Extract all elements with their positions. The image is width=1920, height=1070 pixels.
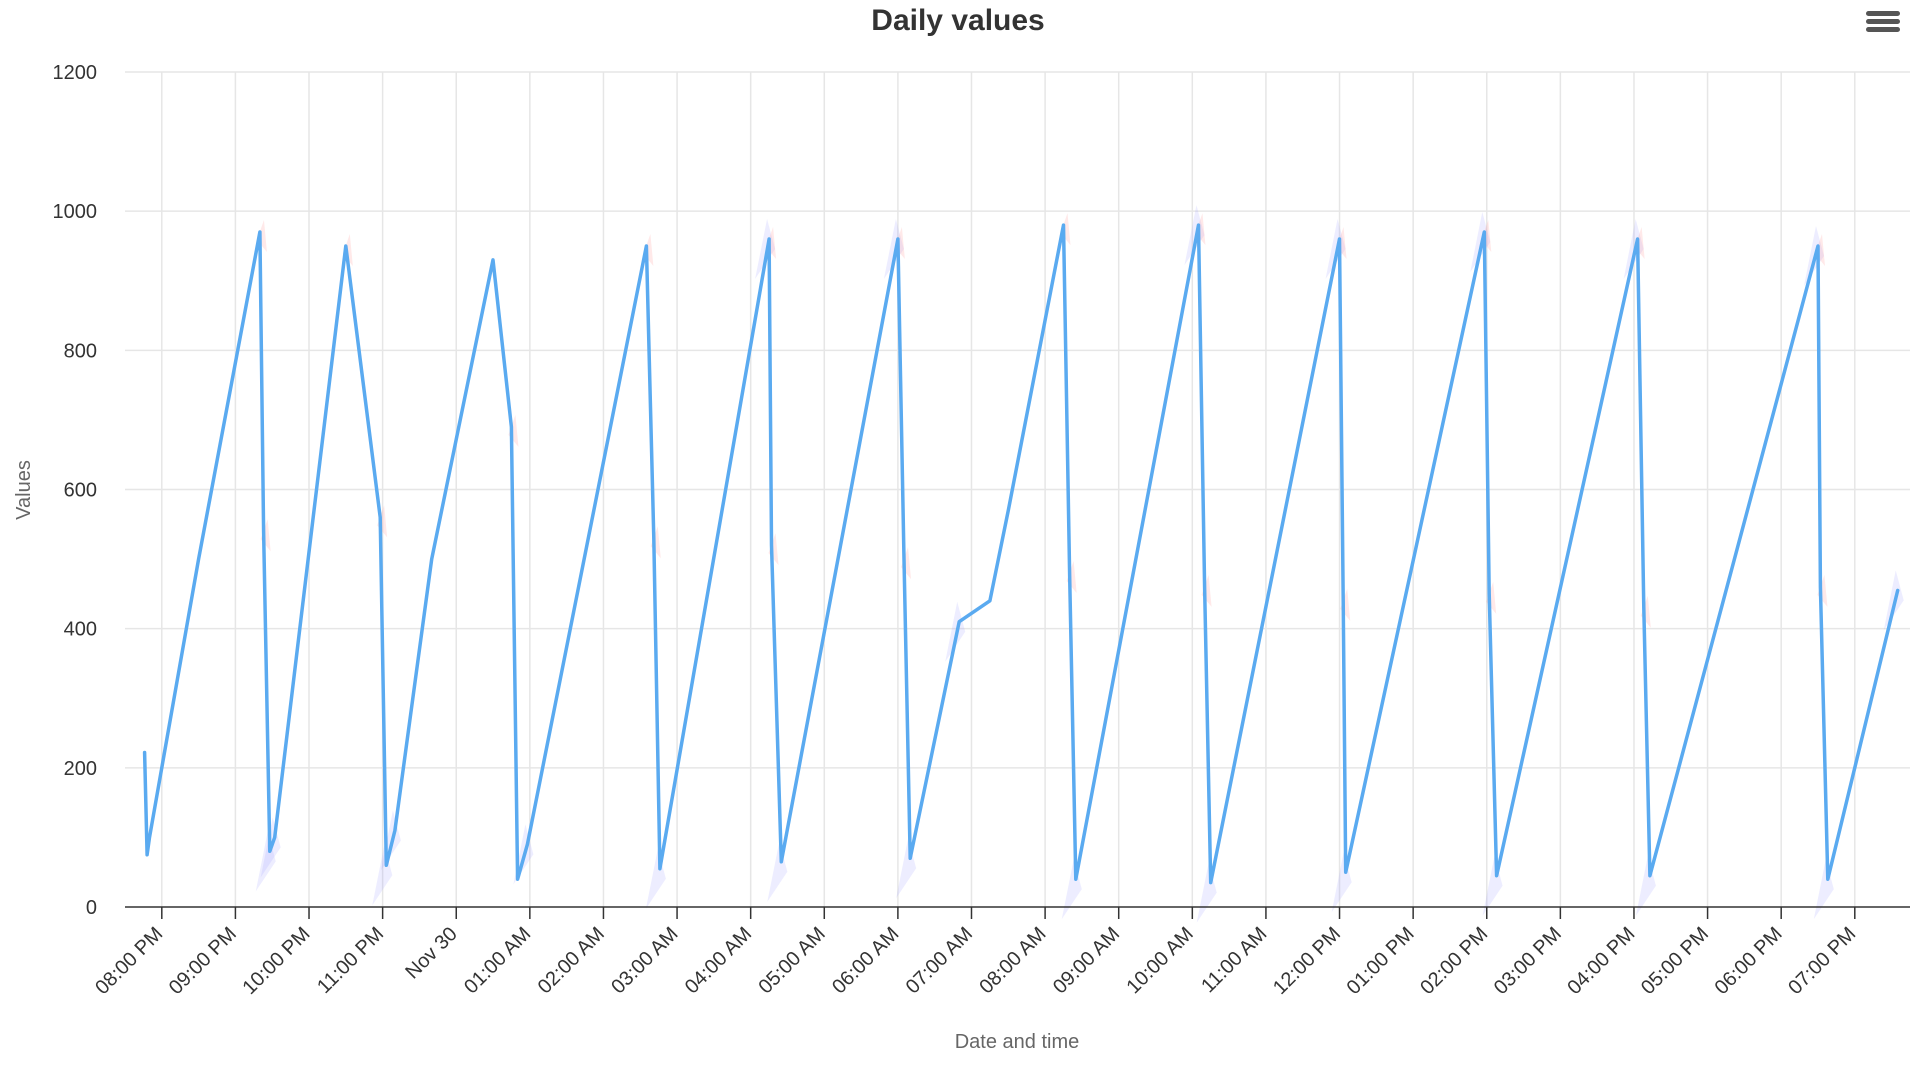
lower-range-band [1470,212,1491,273]
upper-range-band [260,519,271,552]
x-tick-label: 08:00 AM [975,923,1050,998]
hamburger-menu-icon[interactable] [1866,8,1900,38]
menu-line [1866,11,1900,16]
x-tick-label: 05:00 AM [754,923,829,998]
y-tick-label: 0 [86,897,97,919]
upper-range-band [256,220,267,253]
upper-range-band [1066,561,1077,593]
upper-range-band [1336,227,1347,259]
upper-range-band [1481,220,1492,253]
series-line-0 [142,223,1900,885]
upper-range-band [1814,233,1825,266]
x-tick-label: 03:00 PM [1490,923,1566,999]
chart-title: Daily values [871,4,1044,37]
y-tick-label: 400 [64,619,97,641]
upper-range-band [377,505,388,538]
x-axis-title: Date and time [955,1031,1080,1053]
x-tick-label: 08:00 PM [91,923,167,999]
upper-range-band [1640,595,1651,628]
lower-range-band [755,219,776,279]
upper-range-band [1060,213,1071,246]
x-tick-label: 04:00 AM [681,923,756,998]
x-tick-label: 09:00 AM [1049,923,1124,998]
upper-range-band [643,233,654,266]
y-tick-label: 1000 [53,201,98,223]
upper-range-band [894,227,905,259]
series [142,223,1900,885]
y-axis-title: Values [13,460,35,520]
upper-range-band [1486,581,1497,614]
x-tick-label: 01:00 PM [1343,923,1419,999]
upper-range-band [768,533,779,566]
upper-range-band [1634,227,1645,259]
range-band [255,205,1904,923]
x-tick-label: 06:00 AM [828,923,903,998]
upper-range-band [508,414,519,447]
upper-range-band [1817,574,1828,607]
y-tick-label: 1200 [53,62,98,84]
y-tick-label: 600 [64,480,97,502]
x-tick-label: 04:00 PM [1563,923,1639,999]
x-tick-label: 11:00 PM [313,923,388,998]
x-tick-label: 11:00 AM [1197,923,1271,997]
x-tick-label: Nov 30 [401,923,461,983]
lower-range-band [945,601,966,662]
x-tick-label: 06:00 PM [1711,923,1787,999]
x-tick-label: 01:00 AM [460,923,535,998]
x-tick-label: 09:00 PM [165,923,241,999]
upper-range-band [650,526,661,559]
y-tick-label: 200 [64,758,97,780]
upper-range-band [901,547,912,580]
x-tick-label: 10:00 PM [238,923,314,999]
menu-line [1866,27,1900,32]
upper-range-band [1195,213,1206,246]
menu-line [1866,19,1900,24]
x-tick-label: 02:00 PM [1416,923,1492,999]
x-tick-label: 03:00 AM [607,923,682,998]
upper-range-band [1340,588,1351,621]
x-tick-label: 05:00 PM [1637,923,1713,999]
x-tick-label: 07:00 PM [1784,923,1860,999]
x-tick-label: 10:00 AM [1123,923,1198,998]
lower-range-band [883,219,904,279]
x-tick-label: 02:00 AM [534,923,609,998]
lower-range-band [1325,219,1346,279]
lower-range-band [1184,205,1205,266]
upper-range-band [1201,574,1212,607]
upper-range-band [766,227,777,259]
x-tick-label: 12:00 PM [1269,923,1345,999]
y-tick-label: 800 [64,340,97,362]
x-tick-label: 07:00 AM [902,923,977,998]
